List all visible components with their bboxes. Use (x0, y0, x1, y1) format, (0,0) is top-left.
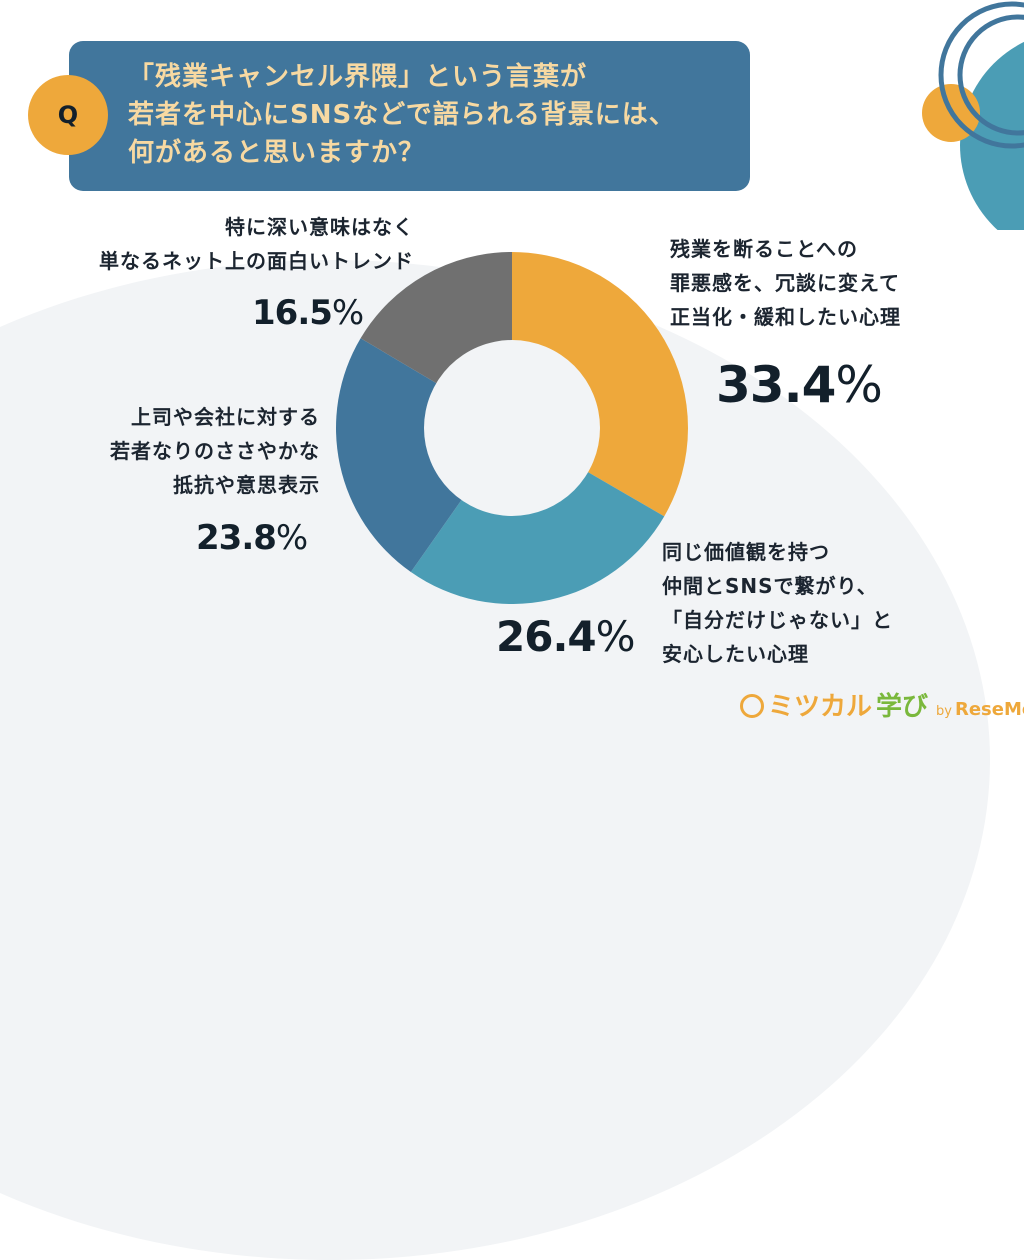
decorative-circles (922, 1, 1024, 230)
question-line: 何があると思いますか？ (128, 138, 426, 168)
segment-value-belonging: 26.4% (496, 612, 636, 661)
question-banner (69, 41, 750, 191)
segment-label-guilt: 残業を断ることへの 罪悪感を、冗談に変えて 正当化・緩和したい心理 (670, 237, 901, 329)
segment-label-resistance: 上司や会社に対する 若者なりのささやかな 抵抗や意思表示 (110, 405, 320, 497)
donut-chart (336, 252, 688, 604)
donut-slice (410, 428, 665, 604)
donut-slice (336, 338, 512, 573)
segment-label-belonging: 同じ価値観を持つ 仲間とSNSで繋がり、 「自分だけじゃない」と 安心したい心理 (662, 540, 893, 666)
magnifier-icon (740, 694, 764, 718)
question-line: 若者を中心にSNSなどで語られる背景には、 (128, 100, 676, 130)
segment-label-trend: 特に深い意味はなく 単なるネット上の面白いトレンド (99, 215, 414, 273)
q-badge-label: Q (57, 101, 79, 129)
donut-hole (424, 340, 600, 516)
brand-logo: ミツカル 学び by ReseMom (740, 686, 1024, 723)
question-text: 「残業キャンセル界隈」という言葉が 若者を中心にSNSなどで語られる背景には、 … (128, 58, 738, 172)
segment-value-guilt: 33.4% (716, 356, 883, 414)
question-line: 「残業キャンセル界隈」という言葉が (128, 62, 588, 92)
q-badge: Q (28, 75, 108, 155)
segment-value-resistance: 23.8% (196, 518, 309, 558)
segment-value-trend: 16.5% (252, 293, 365, 333)
